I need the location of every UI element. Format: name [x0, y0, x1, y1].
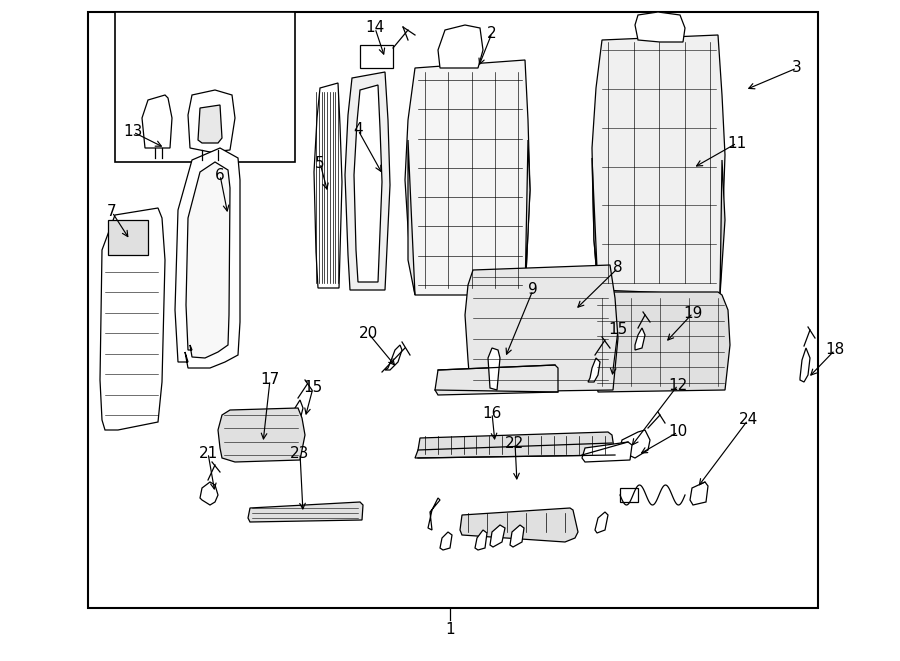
- Polygon shape: [592, 158, 598, 290]
- Polygon shape: [345, 72, 390, 290]
- Polygon shape: [635, 328, 645, 350]
- Text: 23: 23: [291, 446, 310, 461]
- Polygon shape: [488, 348, 500, 390]
- Text: 9: 9: [528, 282, 538, 297]
- Text: 17: 17: [260, 373, 280, 387]
- Polygon shape: [435, 365, 558, 395]
- Polygon shape: [490, 525, 505, 547]
- Text: 1: 1: [446, 623, 454, 637]
- Polygon shape: [475, 530, 487, 550]
- Text: 10: 10: [669, 424, 688, 440]
- Polygon shape: [218, 408, 305, 462]
- Text: 16: 16: [482, 405, 501, 420]
- Bar: [115, 12, 295, 162]
- Polygon shape: [200, 482, 218, 505]
- Text: 6: 6: [215, 167, 225, 182]
- Polygon shape: [800, 348, 810, 382]
- Text: 8: 8: [613, 260, 623, 276]
- Polygon shape: [385, 345, 402, 370]
- Polygon shape: [525, 140, 530, 295]
- Text: 18: 18: [825, 342, 844, 358]
- Text: 13: 13: [123, 124, 143, 139]
- Text: 24: 24: [738, 412, 758, 428]
- Polygon shape: [354, 85, 382, 282]
- Text: 11: 11: [727, 136, 747, 151]
- Bar: [108, 220, 148, 255]
- Polygon shape: [690, 482, 708, 505]
- Polygon shape: [188, 90, 235, 152]
- Polygon shape: [198, 105, 222, 143]
- Polygon shape: [142, 95, 172, 148]
- Polygon shape: [635, 12, 685, 42]
- Polygon shape: [438, 25, 483, 68]
- Text: 22: 22: [506, 436, 525, 451]
- Polygon shape: [595, 512, 608, 533]
- Polygon shape: [720, 160, 725, 295]
- Polygon shape: [510, 525, 524, 547]
- Polygon shape: [582, 442, 632, 462]
- Polygon shape: [428, 498, 440, 530]
- Text: 19: 19: [683, 305, 703, 321]
- Text: 12: 12: [669, 377, 688, 393]
- Polygon shape: [175, 148, 240, 368]
- Polygon shape: [405, 60, 530, 295]
- Text: 5: 5: [315, 155, 325, 171]
- Polygon shape: [592, 35, 725, 295]
- Polygon shape: [620, 430, 650, 458]
- Bar: [360, 45, 393, 68]
- Text: 15: 15: [608, 323, 627, 338]
- Text: 14: 14: [365, 20, 384, 36]
- Polygon shape: [440, 532, 452, 550]
- Text: 15: 15: [303, 381, 322, 395]
- Polygon shape: [314, 83, 342, 288]
- Polygon shape: [588, 358, 600, 382]
- Text: 21: 21: [198, 446, 218, 461]
- Text: 3: 3: [792, 61, 802, 75]
- Polygon shape: [465, 265, 618, 392]
- Bar: [88, 12, 818, 608]
- Polygon shape: [186, 162, 230, 358]
- Bar: [620, 488, 638, 502]
- Text: 20: 20: [358, 325, 378, 340]
- Polygon shape: [248, 502, 363, 522]
- Polygon shape: [415, 432, 615, 458]
- Text: 2: 2: [487, 26, 497, 40]
- Polygon shape: [290, 400, 303, 425]
- Polygon shape: [460, 508, 578, 542]
- Text: 4: 4: [353, 122, 363, 137]
- Polygon shape: [100, 208, 165, 430]
- Polygon shape: [408, 140, 415, 295]
- Text: 7: 7: [107, 204, 117, 219]
- Polygon shape: [590, 292, 730, 392]
